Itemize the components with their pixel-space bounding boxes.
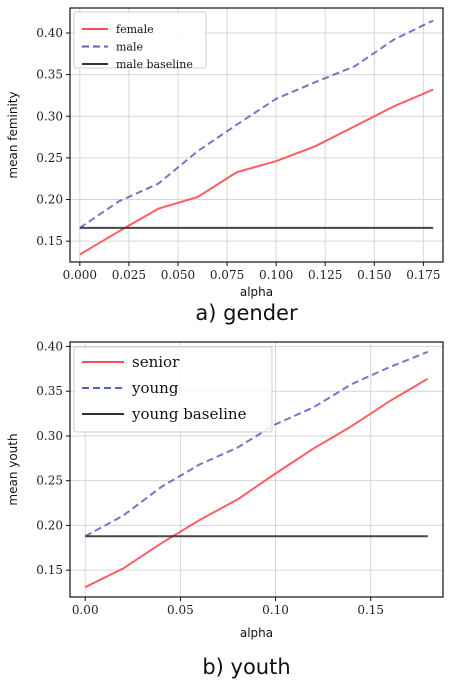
y-tick-label: 0.40 [36, 339, 63, 353]
legend: senior young young baseline [73, 346, 273, 433]
y-tick-label: 0.25 [36, 151, 63, 165]
y-tick-label: 0.25 [36, 474, 63, 488]
x-axis-label: alpha [240, 285, 273, 299]
legend: female male male baseline [73, 11, 207, 71]
y-tick-label: 0.35 [36, 384, 63, 398]
y-tick-label: 0.35 [36, 68, 63, 82]
legend-box [73, 11, 207, 69]
y-axis-label: mean feminity [6, 91, 20, 178]
x-tick-label: 0.100 [259, 268, 293, 282]
x-axis-label: alpha [240, 626, 273, 640]
chart-caption: a) gender [195, 301, 298, 325]
y-tick-label: 0.15 [36, 234, 63, 248]
x-tick-label: 0.150 [357, 268, 391, 282]
y-tick-label: 0.20 [36, 193, 63, 207]
x-tick-label: 0.125 [308, 268, 342, 282]
series-line-female [79, 88, 434, 256]
x-tick-label: 0.15 [357, 603, 384, 617]
y-tick-label: 0.40 [36, 26, 63, 40]
legend-box [73, 346, 273, 433]
series-line-young [84, 350, 429, 538]
legend-label: young [131, 379, 179, 397]
legend-label: male baseline [116, 58, 193, 71]
chart-0: 0.000 0.025 0.050 0.075 0.100 0.125 0.150 0.175… [6, 7, 444, 325]
x-tick-label: 0.10 [262, 603, 289, 617]
y-tick-label: 0.30 [36, 429, 63, 443]
legend-label: female [116, 23, 154, 36]
x-tick-label: 0.075 [210, 268, 244, 282]
x-tick-label: 0.175 [406, 268, 440, 282]
series-line-male [79, 19, 434, 229]
chart-1: 0.00 0.05 0.10 0.15 0.15 0.20 0.25 0.30 0.35 0.40… [6, 339, 444, 679]
series-line-senior [84, 377, 429, 589]
legend-label: young baseline [131, 405, 247, 423]
y-tick-label: 0.30 [36, 109, 63, 123]
legend-label: male [116, 41, 143, 54]
plot-frame [69, 341, 444, 598]
y-axis-label: mean youth [6, 433, 20, 505]
chart-caption: b) youth [202, 655, 290, 679]
x-tick-label: 0.000 [63, 268, 97, 282]
x-tick-label: 0.050 [161, 268, 195, 282]
y-tick-label: 0.20 [36, 518, 63, 532]
plot-frame [69, 7, 444, 263]
x-tick-label: 0.05 [167, 603, 194, 617]
y-tick-label: 0.15 [36, 563, 63, 577]
x-tick-label: 0.00 [72, 603, 99, 617]
x-tick-label: 0.025 [112, 268, 146, 282]
legend-label: senior [132, 353, 180, 371]
